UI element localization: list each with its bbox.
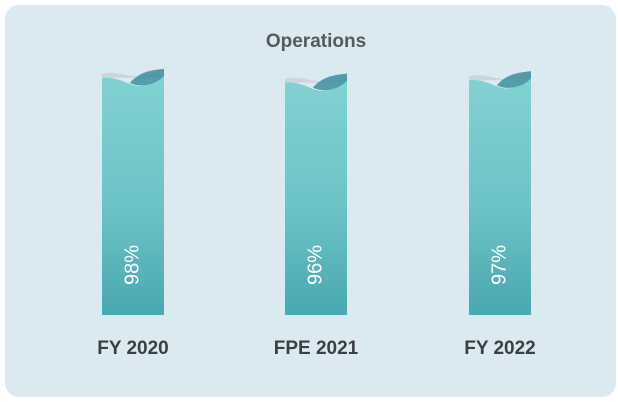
value-label: 98% xyxy=(121,245,143,285)
x-tick-label: FPE 2021 xyxy=(274,338,359,359)
chart-title: Operations xyxy=(266,31,366,52)
bar-wave xyxy=(496,71,531,88)
bar xyxy=(285,76,347,316)
value-label: 97% xyxy=(488,245,510,285)
value-label: 96% xyxy=(304,245,326,285)
bar-wave xyxy=(129,68,164,86)
bar xyxy=(469,74,531,315)
bar xyxy=(102,71,164,315)
bar-wave xyxy=(312,73,347,91)
x-tick-label: FY 2022 xyxy=(464,338,535,359)
x-tick-label: FY 2020 xyxy=(97,338,168,359)
